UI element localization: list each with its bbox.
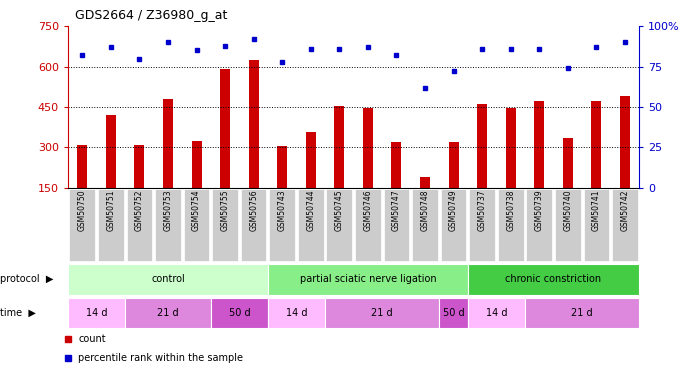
FancyBboxPatch shape (526, 189, 552, 261)
Text: GSM50742: GSM50742 (620, 190, 630, 231)
Bar (506, 108, 515, 188)
Text: chronic constriction: chronic constriction (505, 274, 602, 284)
Text: partial sciatic nerve ligation: partial sciatic nerve ligation (300, 274, 436, 284)
Text: GSM50755: GSM50755 (220, 190, 230, 231)
Text: GSM50749: GSM50749 (449, 190, 458, 231)
Text: GSM50738: GSM50738 (506, 190, 515, 231)
Text: GSM50748: GSM50748 (420, 190, 430, 231)
Text: GSM50746: GSM50746 (363, 190, 373, 231)
FancyBboxPatch shape (441, 189, 466, 261)
FancyBboxPatch shape (583, 189, 609, 261)
Bar (163, 99, 173, 188)
Bar (306, 132, 316, 188)
FancyBboxPatch shape (212, 189, 238, 261)
FancyBboxPatch shape (211, 298, 268, 328)
Text: GDS2664 / Z36980_g_at: GDS2664 / Z36980_g_at (75, 9, 227, 22)
FancyBboxPatch shape (612, 189, 638, 261)
FancyBboxPatch shape (412, 189, 438, 261)
FancyBboxPatch shape (155, 189, 181, 261)
FancyBboxPatch shape (268, 298, 325, 328)
Bar (534, 101, 544, 188)
FancyBboxPatch shape (268, 264, 468, 295)
Text: GSM50739: GSM50739 (534, 190, 544, 231)
FancyBboxPatch shape (498, 189, 524, 261)
Text: 14 d: 14 d (86, 308, 107, 318)
Text: GSM50747: GSM50747 (392, 190, 401, 231)
Text: GSM50740: GSM50740 (563, 190, 573, 231)
FancyBboxPatch shape (298, 189, 324, 261)
Text: GSM50744: GSM50744 (306, 190, 316, 231)
Text: 14 d: 14 d (486, 308, 507, 318)
FancyBboxPatch shape (384, 189, 409, 261)
Text: GSM50756: GSM50756 (249, 190, 258, 231)
FancyBboxPatch shape (469, 189, 495, 261)
Text: 14 d: 14 d (286, 308, 307, 318)
FancyBboxPatch shape (326, 189, 352, 261)
Bar (335, 105, 344, 188)
Text: GSM50745: GSM50745 (335, 190, 344, 231)
Bar (392, 142, 401, 188)
FancyBboxPatch shape (98, 189, 124, 261)
Text: GSM50743: GSM50743 (277, 190, 287, 231)
FancyBboxPatch shape (355, 189, 381, 261)
Text: count: count (78, 334, 106, 344)
Text: percentile rank within the sample: percentile rank within the sample (78, 353, 243, 363)
Bar (220, 69, 230, 188)
Bar (192, 141, 201, 188)
Bar (449, 142, 458, 188)
Bar (249, 60, 258, 188)
FancyBboxPatch shape (555, 189, 581, 261)
Text: 21 d: 21 d (157, 308, 179, 318)
FancyBboxPatch shape (241, 189, 267, 261)
Bar (78, 144, 87, 188)
FancyBboxPatch shape (525, 298, 639, 328)
FancyBboxPatch shape (125, 298, 211, 328)
Text: 50 d: 50 d (228, 308, 250, 318)
Text: 21 d: 21 d (371, 308, 393, 318)
Bar (592, 102, 601, 188)
Bar (420, 177, 430, 188)
FancyBboxPatch shape (68, 264, 268, 295)
Bar (106, 115, 116, 188)
Bar (563, 138, 573, 188)
Bar (135, 145, 144, 188)
FancyBboxPatch shape (468, 298, 525, 328)
FancyBboxPatch shape (269, 189, 295, 261)
Text: GSM50752: GSM50752 (135, 190, 144, 231)
Bar (477, 104, 487, 188)
FancyBboxPatch shape (468, 264, 639, 295)
Text: 21 d: 21 d (571, 308, 593, 318)
Text: time  ▶: time ▶ (0, 308, 36, 318)
Text: 50 d: 50 d (443, 308, 464, 318)
Text: GSM50737: GSM50737 (477, 190, 487, 231)
FancyBboxPatch shape (439, 298, 468, 328)
Bar (620, 96, 630, 188)
Text: GSM50753: GSM50753 (163, 190, 173, 231)
Text: GSM50750: GSM50750 (78, 190, 87, 231)
Text: GSM50751: GSM50751 (106, 190, 116, 231)
Text: protocol  ▶: protocol ▶ (0, 274, 53, 284)
FancyBboxPatch shape (184, 189, 209, 261)
Text: control: control (151, 274, 185, 284)
FancyBboxPatch shape (126, 189, 152, 261)
Text: GSM50741: GSM50741 (592, 190, 601, 231)
Bar (363, 108, 373, 188)
FancyBboxPatch shape (325, 298, 439, 328)
FancyBboxPatch shape (69, 189, 95, 261)
Bar (277, 146, 287, 188)
Text: GSM50754: GSM50754 (192, 190, 201, 231)
FancyBboxPatch shape (68, 298, 125, 328)
